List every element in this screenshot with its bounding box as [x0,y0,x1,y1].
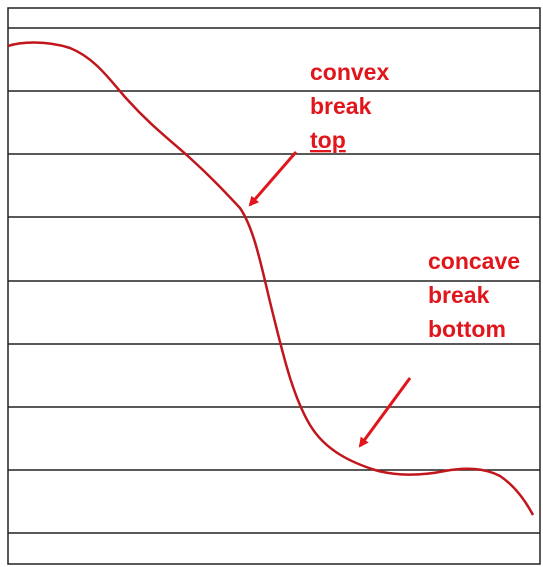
label-line: top [310,127,346,153]
arrow [358,377,412,448]
horizontal-lines [8,27,540,534]
label-line: convex [310,59,389,85]
slope-profile [7,41,535,516]
label-line: break [310,93,372,119]
annotation-concave: concave break bottom [358,248,520,448]
annotation-convex: convex break top [248,59,389,207]
arrow [248,151,298,207]
frame [7,7,541,565]
label-line: break [428,282,490,308]
label-line: concave [428,248,520,274]
label-line: bottom [428,316,506,342]
